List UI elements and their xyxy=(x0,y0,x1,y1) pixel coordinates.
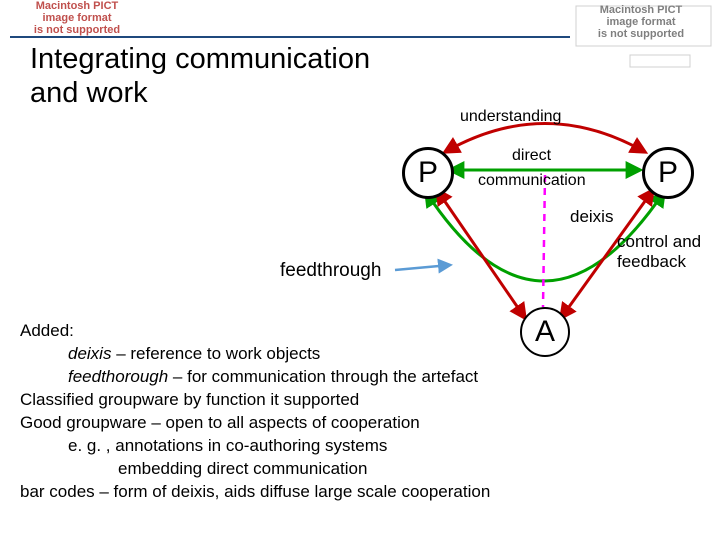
label-deixis: deixis xyxy=(570,207,613,227)
body-eg1: e. g. , annotations in co-authoring syst… xyxy=(20,435,710,458)
pict-error-left: Macintosh PICT image format is not suppo… xyxy=(2,0,152,36)
body-feedthrough-prefix: feedthorough xyxy=(68,367,168,386)
body-deixis-line: deixis – reference to work objects xyxy=(20,343,710,366)
pict-error-right: Macintosh PICT image format is not suppo… xyxy=(576,4,706,40)
body-block: Added: deixis – reference to work object… xyxy=(20,320,710,504)
body-classified: Classified groupware by function it supp… xyxy=(20,389,710,412)
label-communication: communication xyxy=(478,172,586,190)
body-deixis-prefix: deixis xyxy=(68,344,111,363)
body-added: Added: xyxy=(20,320,710,343)
headline: Integrating communication and work xyxy=(30,42,370,110)
body-deixis-rest: – reference to work objects xyxy=(111,344,320,363)
body-eg2: embedding direct communication xyxy=(20,458,710,481)
slide: Macintosh PICT image format is not suppo… xyxy=(0,0,720,540)
body-feedthrough-line: feedthorough – for communication through… xyxy=(20,366,710,389)
node-p-right: P xyxy=(642,147,694,199)
body-feedthrough-rest: – for communication through the artefact xyxy=(168,367,478,386)
body-barcodes: bar codes – form of deixis, aids diffuse… xyxy=(20,481,710,504)
label-control-feedback: control and feedback xyxy=(617,232,701,271)
label-understanding: understanding xyxy=(460,108,561,126)
label-direct: direct xyxy=(512,147,551,165)
body-good: Good groupware – open to all aspects of … xyxy=(20,412,710,435)
label-feedthrough: feedthrough xyxy=(280,260,381,282)
node-p-left: P xyxy=(402,147,454,199)
